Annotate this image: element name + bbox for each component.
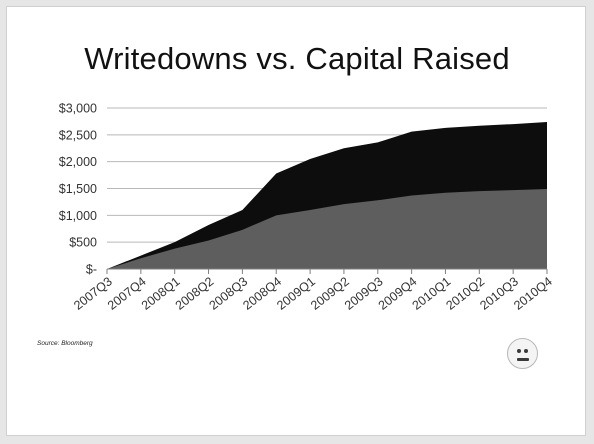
y-tick-label: $2,500 [59, 128, 97, 142]
y-tick-label: $500 [69, 236, 97, 250]
chart-areas [107, 121, 547, 269]
y-tick-label: $1,500 [59, 182, 97, 196]
y-tick-label: $2,000 [59, 155, 97, 169]
slide: Writedowns vs. Capital Raised $- $500 $1,0… [6, 6, 586, 436]
face-left-eye [517, 349, 521, 353]
slide-title: Writedowns vs. Capital Raised [84, 41, 510, 76]
source-note: Source: Bloomberg [37, 340, 93, 347]
neutral-face-icon[interactable] [507, 338, 538, 369]
y-tick-labels: $- $500 $1,000 $1,500 $2,000 $2,500 $3,000 [59, 102, 97, 277]
x-tick-labels: 2007Q32007Q42008Q12008Q22008Q32008Q42009… [71, 274, 555, 312]
y-tick-label: $3,000 [59, 102, 97, 116]
y-tick-label: $1,000 [59, 209, 97, 223]
series-area-inner [107, 189, 547, 269]
face-mouth [517, 358, 529, 361]
chart-axes [106, 268, 548, 274]
area-chart: $- $500 $1,000 $1,500 $2,000 $2,500 $3,000 200… [59, 102, 555, 313]
y-tick-label: $- [86, 263, 97, 277]
x-tick-label: 2010Q4 [511, 274, 555, 312]
face-right-eye [524, 349, 528, 353]
